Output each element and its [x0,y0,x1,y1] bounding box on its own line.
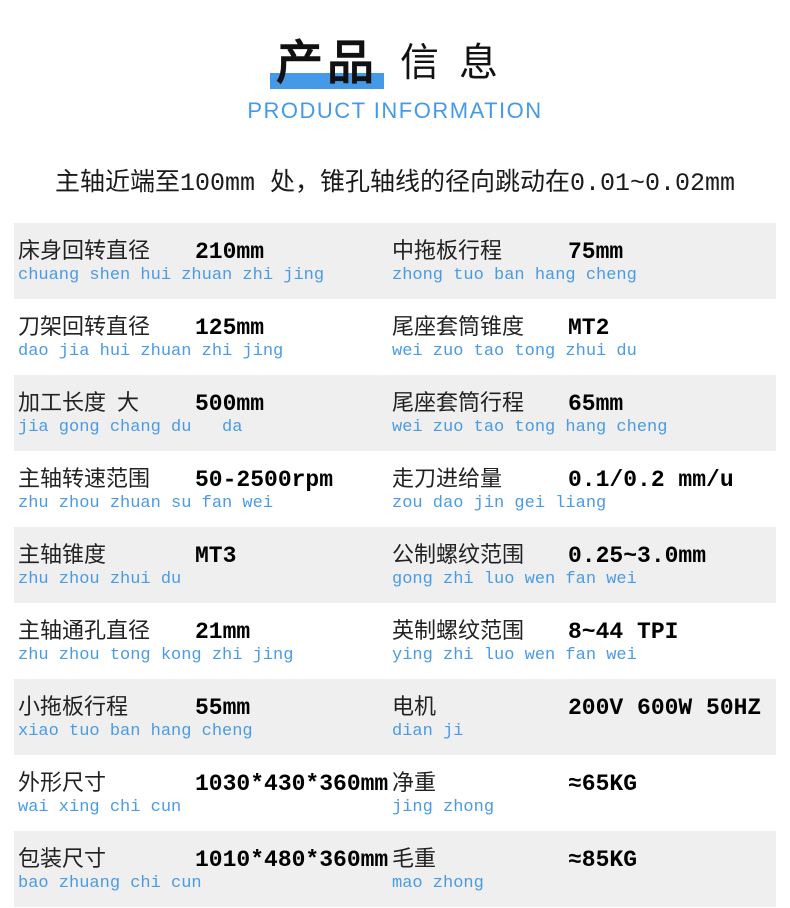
spec-value: 200V 600W 50HZ [568,695,762,721]
spec-pinyin: dian ji [392,722,464,741]
spec-row: 加工长度 大 500mm jia gong chang du da 尾座套筒行程… [14,375,776,451]
spec-pinyin: bao zhuang chi cun [18,874,202,893]
spec-value: 55mm [195,695,251,721]
spec-value: 0.25~3.0mm [568,543,707,569]
spec-label: 英制螺纹范围 [392,618,525,643]
spec-label: 刀架回转直径 [18,314,151,339]
spec-pinyin: zhong tuo ban hang cheng [392,266,637,285]
spec-row: 包装尺寸 1010*480*360mm bao zhuang chi cun 毛… [14,831,776,907]
spec-value: 0.1/0.2 mm/u [568,467,734,493]
spec-cell-left: 床身回转直径 210mm chuang shen hui zhuan zhi j… [14,233,392,299]
spec-cell-left: 加工长度 大 500mm jia gong chang du da [14,385,392,451]
spec-label: 主轴锥度 [18,542,107,567]
product-title: 产品 信息 [0,30,790,89]
spec-cell-right: 英制螺纹范围 8~44 TPI ying zhi luo wen fan wei [392,613,776,679]
spec-value: MT2 [568,315,610,341]
spec-pinyin: jia gong chang du da [18,418,243,437]
spec-cell-left: 外形尺寸 1030*430*360mm wai xing chi cun [14,765,392,831]
spec-label: 中拖板行程 [392,238,503,263]
spec-cell-right: 电机 200V 600W 50HZ dian ji [392,689,776,755]
title-rest: 信息 [399,42,518,85]
spec-value: 210mm [195,239,265,265]
spec-pinyin: zou dao jin gei liang [392,494,607,513]
spec-row: 主轴锥度 MT3 zhu zhou zhui du 公制螺纹范围 0.25~3.… [14,527,776,603]
spec-label: 加工长度 大 [18,390,140,415]
spec-cell-left: 刀架回转直径 125mm dao jia hui zhuan zhi jing [14,309,392,375]
spec-label: 包装尺寸 [18,846,107,871]
spec-pinyin: zhu zhou tong kong zhi jing [18,646,294,665]
spec-cell-right: 尾座套筒锥度 MT2 wei zuo tao tong zhui du [392,309,776,375]
spec-cell-right: 中拖板行程 75mm zhong tuo ban hang cheng [392,233,776,299]
spec-cell-right: 毛重 ≈85KG mao zhong [392,841,776,907]
spec-value: 125mm [195,315,265,341]
spec-label: 床身回转直径 [18,238,151,263]
spec-pinyin: xiao tuo ban hang cheng [18,722,253,741]
spec-pinyin: jing zhong [392,798,495,817]
spec-value: 1030*430*360mm [195,771,389,797]
spec-value: 500mm [195,391,265,417]
spec-pinyin: wei zuo tao tong hang cheng [392,418,668,437]
spec-cell-right: 走刀进给量 0.1/0.2 mm/u zou dao jin gei liang [392,461,776,527]
spec-value: MT3 [195,543,237,569]
spec-pinyin: dao jia hui zhuan zhi jing [18,342,284,361]
spec-label: 主轴通孔直径 [18,618,151,643]
spec-label: 小拖板行程 [18,694,129,719]
spec-value: 1010*480*360mm [195,847,389,873]
spec-pinyin: wai xing chi cun [18,798,182,817]
spec-label: 走刀进给量 [392,466,503,491]
spec-value: 75mm [568,239,624,265]
spec-value: ≈65KG [568,771,638,797]
spec-row: 刀架回转直径 125mm dao jia hui zhuan zhi jing … [14,299,776,375]
spec-label: 毛重 [392,846,437,871]
spec-row: 外形尺寸 1030*430*360mm wai xing chi cun 净重 … [14,755,776,831]
title-highlight-text: 产品 [275,36,378,89]
spec-cell-left: 包装尺寸 1010*480*360mm bao zhuang chi cun [14,841,392,907]
intro-text: 主轴近端至100mm 处，锥孔轴线的径向跳动在0.01~0.02mm [54,169,736,198]
title-highlight: 产品 [269,36,384,89]
spec-pinyin: wei zuo tao tong zhui du [392,342,637,361]
spec-value: 8~44 TPI [568,619,679,645]
spec-cell-left: 主轴锥度 MT3 zhu zhou zhui du [14,537,392,603]
spec-row: 小拖板行程 55mm xiao tuo ban hang cheng 电机 20… [14,679,776,755]
spec-pinyin: gong zhi luo wen fan wei [392,570,637,589]
spec-label: 主轴转速范围 [18,466,151,491]
spec-pinyin: zhu zhou zhui du [18,570,182,589]
spec-value: 50-2500rpm [195,467,334,493]
spec-pinyin: zhu zhou zhuan su fan wei [18,494,274,513]
spec-pinyin: chuang shen hui zhuan zhi jing [18,266,325,285]
spec-cell-left: 小拖板行程 55mm xiao tuo ban hang cheng [14,689,392,755]
spec-pinyin: mao zhong [392,874,484,893]
spec-label: 外形尺寸 [18,770,107,795]
spec-cell-right: 公制螺纹范围 0.25~3.0mm gong zhi luo wen fan w… [392,537,776,603]
spec-cell-right: 净重 ≈65KG jing zhong [392,765,776,831]
spec-table: 床身回转直径 210mm chuang shen hui zhuan zhi j… [14,223,776,907]
spec-row: 主轴转速范围 50-2500rpm zhu zhou zhuan su fan … [14,451,776,527]
spec-value: ≈85KG [568,847,638,873]
subtitle-en: PRODUCT INFORMATION [247,98,543,123]
spec-row: 床身回转直径 210mm chuang shen hui zhuan zhi j… [14,223,776,299]
spec-cell-left: 主轴通孔直径 21mm zhu zhou tong kong zhi jing [14,613,392,679]
spec-label: 公制螺纹范围 [392,542,525,567]
spec-label: 电机 [392,694,437,719]
title-highlight-bar [269,73,384,89]
spec-cell-left: 主轴转速范围 50-2500rpm zhu zhou zhuan su fan … [14,461,392,527]
spec-cell-right: 尾座套筒行程 65mm wei zuo tao tong hang cheng [392,385,776,451]
spec-label: 尾座套筒行程 [392,390,525,415]
spec-value: 21mm [195,619,251,645]
spec-pinyin: ying zhi luo wen fan wei [392,646,637,665]
header: 产品 信息 PRODUCT INFORMATION [0,0,790,124]
spec-row: 主轴通孔直径 21mm zhu zhou tong kong zhi jing … [14,603,776,679]
spec-value: 65mm [568,391,624,417]
spec-label: 尾座套筒锥度 [392,314,525,339]
spec-label: 净重 [392,770,437,795]
